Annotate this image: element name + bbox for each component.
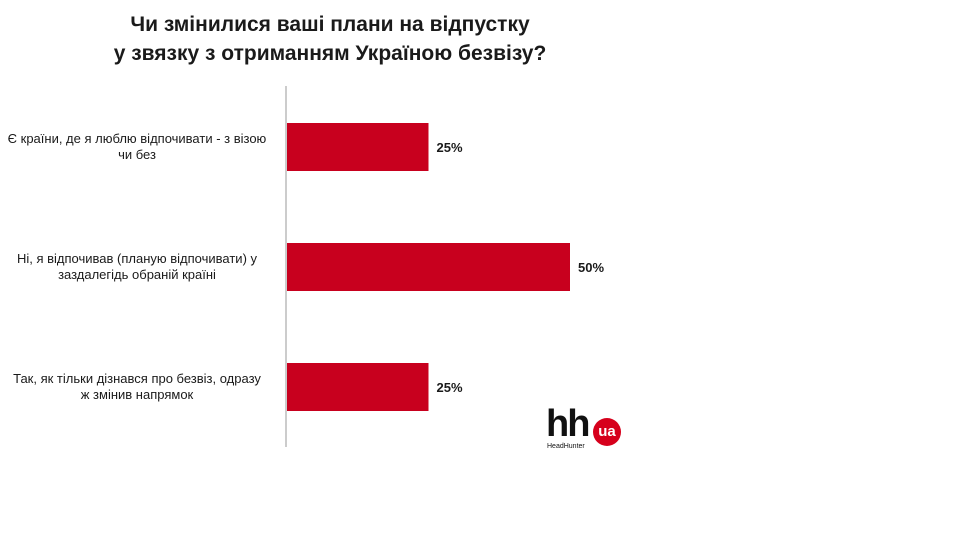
category-label-1-line-1: Є країни, де я люблю відпочивати - з віз… — [8, 131, 267, 146]
value-label-1: 25% — [437, 140, 463, 155]
logo-brand-name: HeadHunter — [547, 443, 585, 450]
category-label-3-line-2: ж змінив напрямок — [81, 387, 194, 402]
bars-layer: 25% Є країни, де я люблю відпочивати - з … — [8, 123, 604, 411]
value-label-2: 50% — [578, 260, 604, 275]
logo-ua-badge: ua — [593, 418, 621, 446]
category-label-3: Так, як тільки дізнався про безвіз, одра… — [13, 371, 261, 402]
chart-title-line-1: Чи змінилися ваші плани на відпустку — [130, 13, 530, 36]
bar-2 — [287, 243, 570, 291]
bar-3 — [287, 363, 429, 411]
category-label-1: Є країни, де я люблю відпочивати - з віз… — [8, 131, 267, 162]
chart-title: Чи змінилися ваші плани на відпустку у з… — [0, 10, 660, 68]
chart-title-line-2: у звязку з отриманням Україною безвізу? — [113, 42, 547, 65]
logo-hh-text: hh — [546, 403, 590, 445]
headhunter-logo: hh ua HeadHunter — [546, 403, 626, 456]
category-label-2-line-1: Ні, я відпочивав (планую відпочивати) у — [17, 251, 258, 266]
bar-1 — [287, 123, 429, 171]
category-label-3-line-1: Так, як тільки дізнався про безвіз, одра… — [13, 371, 261, 386]
category-label-2-line-2: заздалегідь обраній країні — [58, 267, 216, 282]
category-label-1-line-2: чи без — [118, 147, 156, 162]
value-label-3: 25% — [437, 380, 463, 395]
